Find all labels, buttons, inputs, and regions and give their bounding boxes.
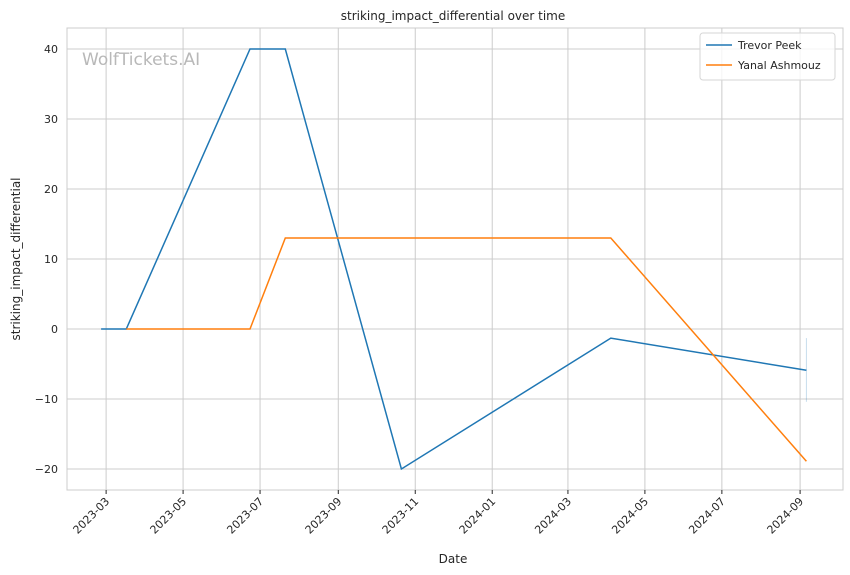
y-tick-label: 10: [44, 253, 58, 266]
legend: Trevor Peek Yanal Ashmouz: [699, 32, 836, 81]
series-line-yanal-ashmouz: [126, 237, 807, 462]
x-tick-label: 2024-01: [457, 495, 499, 537]
chart-title: striking_impact_differential over time: [341, 9, 566, 23]
x-tick-label: 2023-05: [148, 495, 190, 537]
y-tick-label: 40: [44, 43, 58, 56]
x-tick-label: 2023-09: [303, 495, 345, 537]
x-axis-label: Date: [439, 552, 468, 566]
y-tick-label: 30: [44, 113, 58, 126]
y-tick-label: −20: [35, 463, 58, 476]
x-tick-label: 2024-05: [609, 495, 651, 537]
x-tick-label: 2024-07: [686, 495, 728, 537]
y-axis-label: striking_impact_differential: [9, 177, 23, 340]
y-tick-label: 0: [51, 323, 58, 336]
y-tick-label: −10: [35, 393, 58, 406]
x-tick-label: 2023-11: [380, 495, 422, 537]
x-tick-label: 2023-07: [224, 495, 266, 537]
plot-frame: [66, 27, 844, 491]
watermark: WolfTickets.AI: [82, 50, 200, 70]
legend-label-trevor-peek: Trevor Peek: [737, 39, 802, 52]
legend-label-yanal-ashmouz: Yanal Ashmouz: [737, 59, 821, 72]
y-tick-label: 20: [44, 183, 58, 196]
x-tick-label: 2024-09: [765, 495, 807, 537]
x-tick-label: 2023-03: [71, 495, 113, 537]
x-tick-label: 2024-03: [532, 495, 574, 537]
